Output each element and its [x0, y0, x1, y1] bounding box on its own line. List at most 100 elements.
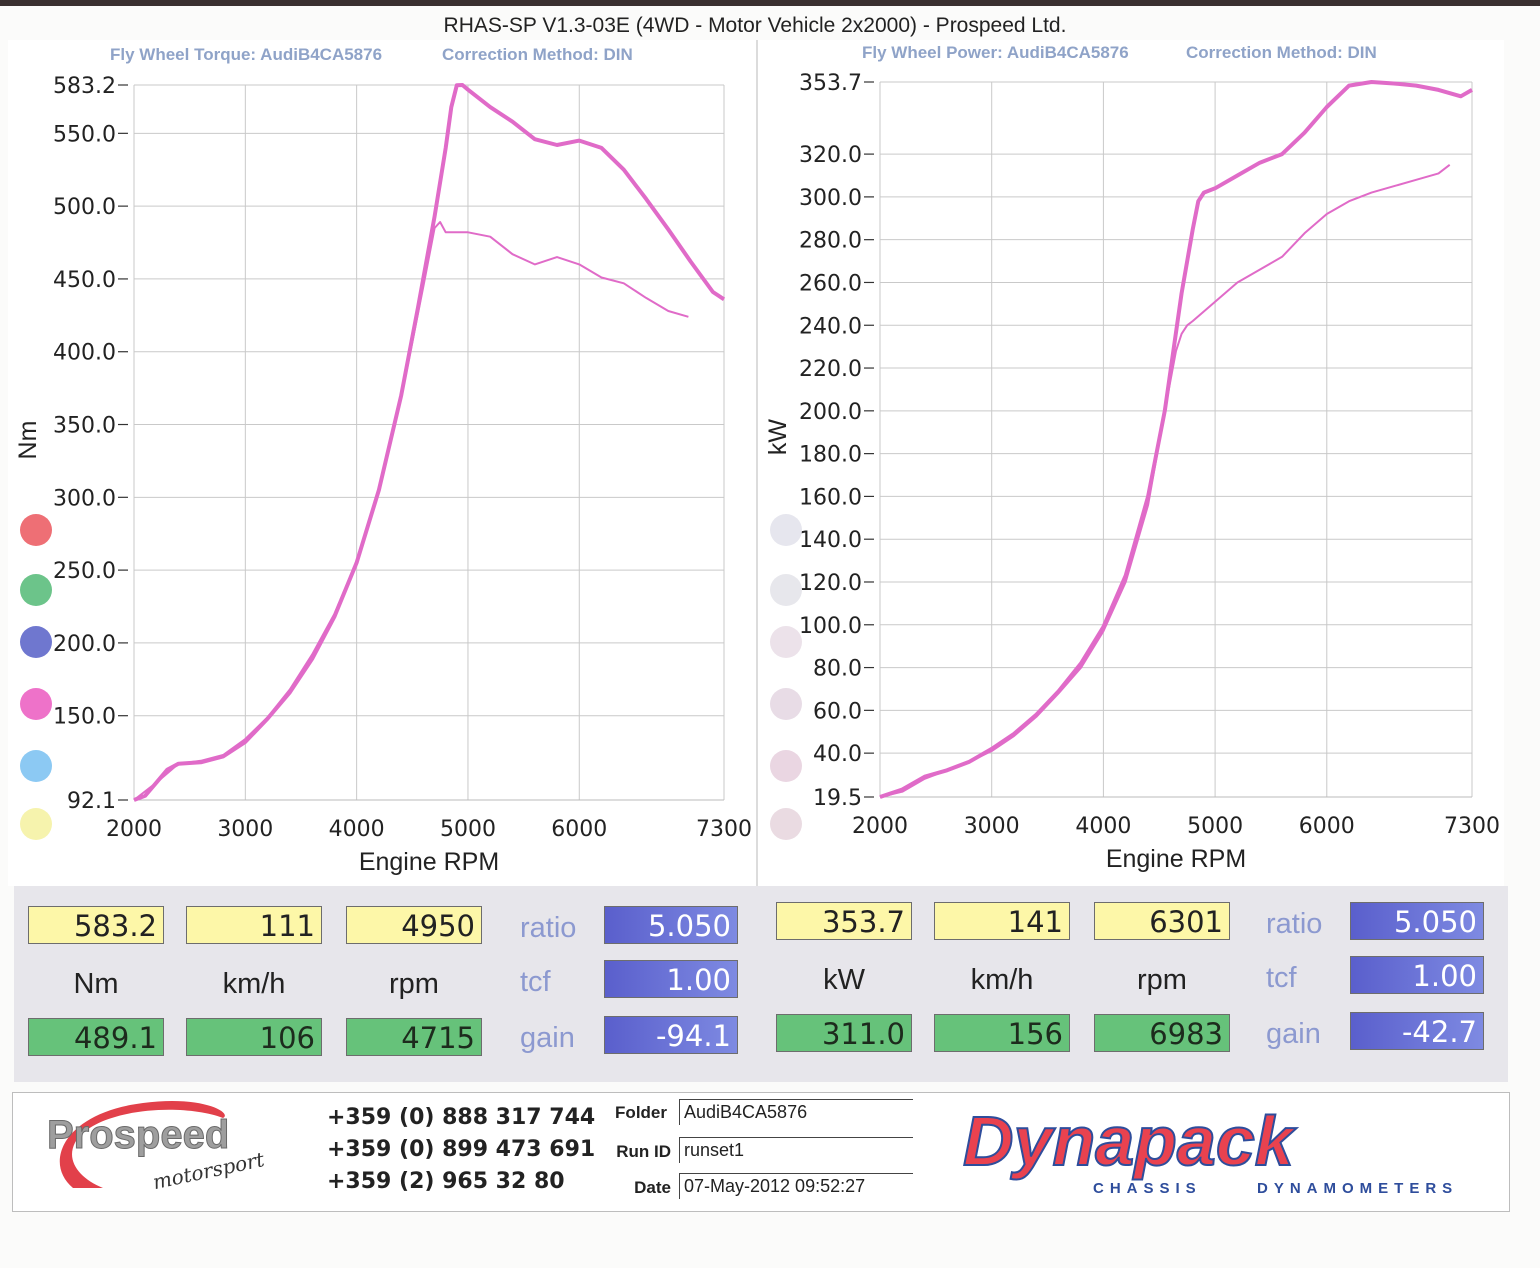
legend-dot-left [20, 574, 52, 606]
readout-unit-left: Nm [73, 968, 119, 1000]
readout-min-right: 6983 [1094, 1014, 1230, 1052]
y-tick-label: 80.0 [813, 657, 862, 682]
readout-unit-right: km/h [970, 964, 1034, 996]
x-axis-label: Engine RPM [359, 848, 499, 876]
y-tick-label: 180.0 [799, 443, 862, 468]
readout-param-value-right: -42.7 [1350, 1012, 1484, 1050]
dynapack-wordmark: Dynapack [963, 1102, 1297, 1180]
phone-3: +359 (2) 965 32 80 [327, 1169, 565, 1194]
readout-min-right: 156 [934, 1014, 1070, 1052]
y-tick-label: 250.0 [53, 559, 116, 584]
x-tick-label: 7300 [1444, 814, 1500, 839]
x-tick-label: 5000 [1187, 814, 1243, 839]
x-tick-label: 7300 [696, 817, 752, 842]
y-tick-label: 140.0 [799, 528, 862, 553]
readout-min-left: 106 [186, 1018, 322, 1056]
y-tick-label: 450.0 [53, 268, 116, 293]
readout-unit-right: rpm [1137, 964, 1187, 996]
y-tick-label: 350.0 [53, 414, 116, 439]
dynapack-dynamometers: DYNAMOMETERS [1257, 1180, 1458, 1197]
readout-param-value-left: 5.050 [604, 906, 738, 944]
y-tick-label: 100.0 [799, 614, 862, 639]
readout-param-value-right: 5.050 [1350, 902, 1484, 940]
x-tick-label: 6000 [551, 817, 607, 842]
x-tick-label: 4000 [329, 817, 385, 842]
date-value: 07-May-2012 09:52:27 [679, 1173, 913, 1199]
x-tick-label: 3000 [217, 817, 273, 842]
run-id-label: Run ID [616, 1142, 671, 1161]
y-axis-label: Nm [14, 421, 42, 460]
date-label: Date [634, 1178, 671, 1197]
power-panel: Fly Wheel Power: AudiB4CA5876 Correction … [764, 43, 1500, 873]
prospeed-swoosh [59, 1100, 225, 1188]
prospeed-wordmark: Prospeed [47, 1113, 229, 1157]
readout-param-value-right: 1.00 [1350, 956, 1484, 994]
y-tick-label: 583.2 [53, 74, 116, 99]
y-tick-label: 19.5 [813, 786, 862, 811]
top-edge [0, 0, 1540, 6]
y-tick-label: 40.0 [813, 742, 862, 767]
readout-max-right: 353.7 [776, 902, 912, 940]
series-line-1 [133, 83, 726, 802]
y-tick-label: 280.0 [799, 229, 862, 254]
readout-max-left: 583.2 [28, 906, 164, 944]
y-tick-label: 320.0 [799, 143, 862, 168]
legend-dot-left [20, 514, 52, 546]
y-tick-label: 400.0 [53, 341, 116, 366]
panel-header-right: Correction Method: DIN [442, 45, 633, 64]
report-title: RHAS-SP V1.3-03E (4WD - Motor Vehicle 2x… [443, 14, 1067, 37]
dynapack-logo: Dynapack CHASSIS DYNAMOMETERS [962, 1101, 1458, 1197]
legend-dot-left [20, 626, 52, 658]
readout-param-label-right: ratio [1266, 908, 1323, 940]
readout-param-label-right: gain [1266, 1018, 1321, 1050]
legend-dot-left [20, 750, 52, 782]
folder-value: AudiB4CA5876 [679, 1099, 913, 1125]
phone-1: +359 (0) 888 317 744 [327, 1105, 596, 1130]
x-tick-label: 3000 [964, 814, 1020, 839]
legend-dot-right [770, 574, 802, 606]
x-tick-label: 6000 [1299, 814, 1355, 839]
legend-dot-right [770, 514, 802, 546]
readout-max-left: 4950 [346, 906, 482, 944]
legend-dot-left [20, 688, 52, 720]
y-tick-label: 240.0 [799, 314, 862, 339]
y-tick-label: 60.0 [813, 699, 862, 724]
x-tick-label: 2000 [852, 814, 908, 839]
y-tick-label: 92.1 [67, 789, 116, 814]
y-tick-label: 300.0 [799, 186, 862, 211]
x-tick-label: 2000 [106, 817, 162, 842]
readout-min-left: 489.1 [28, 1018, 164, 1056]
readout-min-right: 311.0 [776, 1014, 912, 1052]
panel-header-left: Fly Wheel Power: AudiB4CA5876 [862, 43, 1129, 62]
readout-unit-left: km/h [222, 968, 286, 1000]
y-tick-label: 200.0 [799, 400, 862, 425]
y-tick-label: 160.0 [799, 485, 862, 510]
x-tick-label: 5000 [440, 817, 496, 842]
readout-max-right: 6301 [1094, 902, 1230, 940]
readout-param-label-right: tcf [1266, 962, 1297, 994]
y-tick-label: 120.0 [799, 571, 862, 596]
readout-max-right: 141 [934, 902, 1070, 940]
prospeed-logo: Prospeed motorsport [47, 1100, 267, 1194]
readout-unit-left: rpm [389, 968, 439, 1000]
run-id-value: runset1 [679, 1137, 913, 1163]
y-tick-label: 550.0 [53, 122, 116, 147]
readout-min-left: 4715 [346, 1018, 482, 1056]
footer: Prospeed motorsport +359 (0) 888 317 744… [12, 1092, 1510, 1212]
phone-2: +359 (0) 899 473 691 [327, 1137, 596, 1162]
folder-label: Folder [615, 1103, 667, 1122]
y-tick-label: 150.0 [53, 705, 116, 730]
readout-param-value-left: -94.1 [604, 1016, 738, 1054]
legend-dot-left [20, 808, 52, 840]
torque-panel: Fly Wheel Torque: AudiB4CA5876 Correction… [14, 45, 752, 876]
legend-dot-right [770, 750, 802, 782]
y-tick-label: 300.0 [53, 486, 116, 511]
y-tick-label: 500.0 [53, 195, 116, 220]
readout-param-label-left: gain [520, 1022, 575, 1054]
readout-param-value-left: 1.00 [604, 960, 738, 998]
series-line-2 [133, 221, 689, 801]
panel-header-right: Correction Method: DIN [1186, 43, 1377, 62]
readout-unit-right: kW [823, 964, 865, 996]
series-line-2 [879, 164, 1451, 798]
